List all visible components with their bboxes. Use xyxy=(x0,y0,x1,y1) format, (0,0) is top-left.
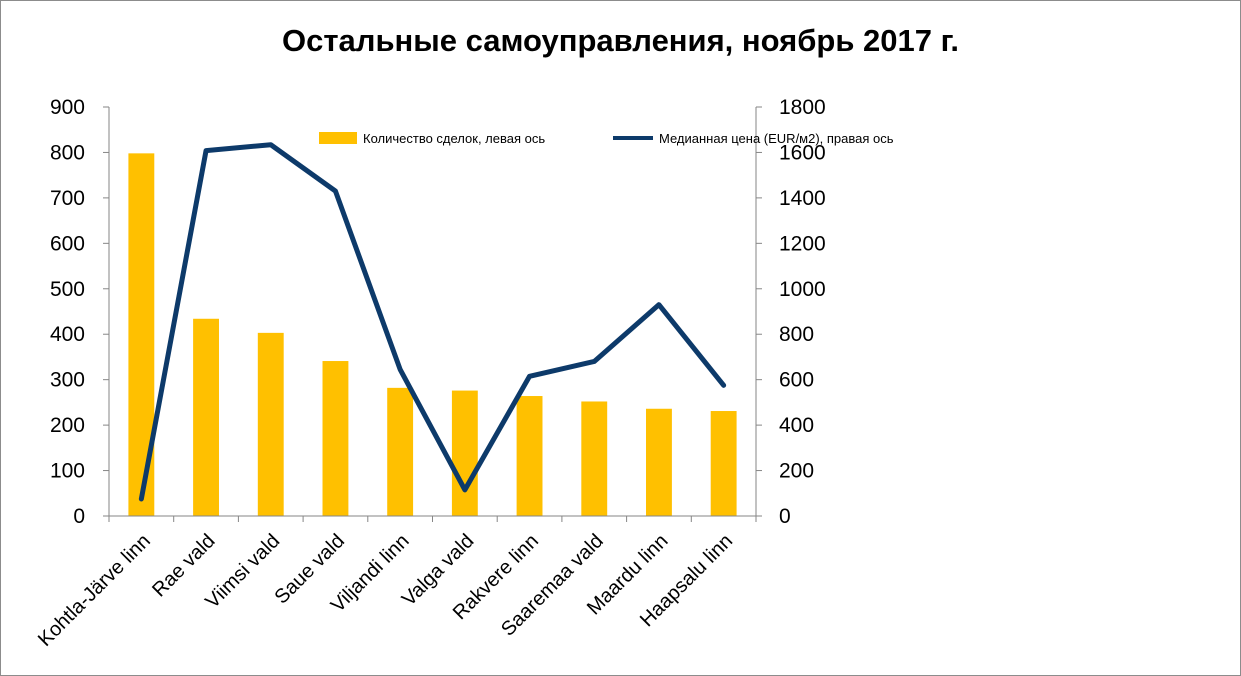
left-tick-label: 100 xyxy=(50,460,85,483)
bar xyxy=(646,408,672,516)
right-tick-label: 1800 xyxy=(779,96,826,119)
left-tick-label: 200 xyxy=(50,414,85,437)
right-tick-label: 800 xyxy=(779,323,814,346)
chart-title: Остальные самоуправления, ноябрь 2017 г. xyxy=(282,23,959,58)
right-tick-label: 1600 xyxy=(779,141,826,164)
bar xyxy=(710,411,737,516)
left-tick-label: 0 xyxy=(73,505,85,528)
right-tick-label: 1400 xyxy=(779,187,826,210)
bar xyxy=(581,401,608,516)
right-tick-label: 600 xyxy=(779,369,814,392)
left-tick-label: 900 xyxy=(50,96,85,119)
right-tick-label: 1200 xyxy=(779,232,826,255)
right-tick-label: 400 xyxy=(779,414,814,437)
left-tick-label: 800 xyxy=(50,141,85,164)
bar xyxy=(257,332,284,516)
right-tick-label: 0 xyxy=(779,505,791,528)
left-tick-label: 400 xyxy=(50,323,85,346)
legend-swatch-bars xyxy=(319,132,357,144)
legend-label-bars: Количество сделок, левая ось xyxy=(363,131,545,146)
category-label: Kohtla-Järve linn xyxy=(34,530,155,651)
bar xyxy=(322,361,349,516)
bar xyxy=(193,318,219,516)
left-tick-label: 700 xyxy=(50,187,85,210)
legend-label-line: Медианная цена (EUR/м2), правая ось xyxy=(659,131,894,146)
series-line xyxy=(138,142,727,502)
right-tick-label: 200 xyxy=(779,460,814,483)
left-tick-label: 300 xyxy=(50,369,85,392)
bar xyxy=(516,396,543,516)
bar xyxy=(451,390,478,516)
left-tick-label: 500 xyxy=(50,278,85,301)
right-tick-label: 1000 xyxy=(779,278,826,301)
left-tick-label: 600 xyxy=(50,232,85,255)
bar xyxy=(387,387,414,516)
